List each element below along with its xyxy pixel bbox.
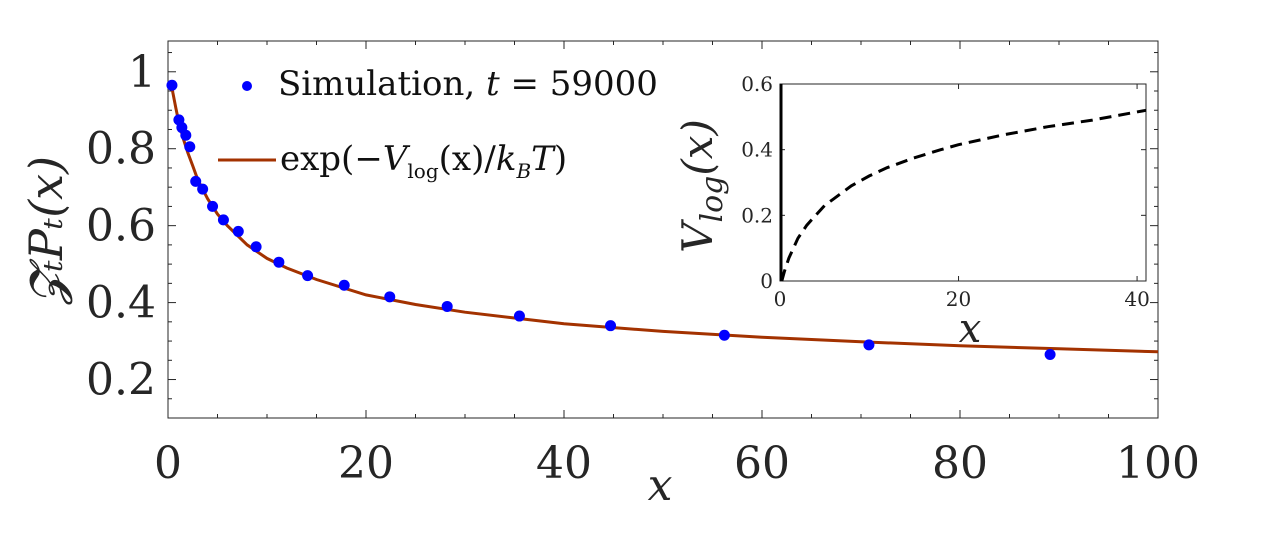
simulation-point: [718, 329, 730, 341]
simulation-point: [190, 175, 202, 187]
main-tick-labels: 0 20 40 60 80 100 0.2 0.4 0.6 0.8 1: [86, 47, 1200, 489]
x-tick-label: 20: [338, 438, 394, 489]
inset-plot-frame: [779, 83, 1147, 282]
x-tick-label: 60: [734, 438, 790, 489]
simulation-point: [605, 320, 617, 332]
simulation-point: [513, 310, 525, 322]
simulation-point: [217, 214, 229, 226]
legend: Simulation, t = 59000 exp(−Vlog(x)/kBT): [218, 64, 658, 183]
y-tick-label: 0.8: [86, 124, 156, 175]
x-tick-label: 80: [932, 438, 988, 489]
x-axis-label: x: [648, 460, 673, 511]
inset-potential-curve: [780, 108, 1147, 282]
inset-y-tick-label: 0.4: [741, 138, 773, 162]
legend-fit-label: exp(−Vlog(x)/kBT): [280, 139, 567, 183]
inset-tick-labels: 0 20 40 0 0.2 0.4 0.6: [741, 72, 1150, 311]
legend-simulation-marker: [242, 81, 252, 91]
simulation-point: [180, 129, 192, 141]
inset-curve-layer: [779, 84, 1147, 282]
inset-x-axis-label: x: [959, 306, 982, 352]
inset-x-tick-label: 0: [774, 287, 787, 311]
x-tick-label: 40: [536, 438, 592, 489]
simulation-point: [441, 300, 453, 312]
x-tick-label: 100: [1116, 438, 1200, 489]
simulation-point: [338, 279, 350, 291]
simulation-point: [232, 225, 244, 237]
main-ticks: [167, 41, 1159, 418]
inset-y-tick-label: 0.2: [741, 203, 773, 227]
legend-simulation-label: Simulation, t = 59000: [278, 64, 658, 104]
inset-y-tick-label: 0: [760, 269, 773, 293]
y-axis-label: 𝓩ₜPₜ(x): [19, 156, 73, 305]
simulation-point: [166, 79, 178, 91]
simulation-point: [384, 291, 396, 303]
simulation-points-layer: [166, 79, 1056, 361]
simulation-point: [273, 256, 285, 268]
simulation-point: [250, 241, 262, 253]
simulation-point: [197, 183, 209, 195]
y-tick-label: 1: [128, 47, 156, 98]
simulation-point: [1044, 349, 1056, 361]
y-tick-label: 0.6: [86, 201, 156, 252]
y-tick-label: 0.4: [86, 278, 156, 329]
simulation-point: [184, 141, 196, 153]
inset-x-tick-label: 20: [946, 287, 971, 311]
simulation-point: [302, 270, 314, 282]
y-tick-label: 0.2: [86, 355, 156, 406]
inset-y-tick-label: 0.6: [741, 72, 773, 96]
simulation-point: [863, 339, 875, 351]
inset-x-tick-label: 40: [1124, 287, 1149, 311]
x-tick-label: 0: [154, 438, 182, 489]
simulation-point: [207, 200, 219, 212]
inset-y-axis-label: Vlog(x): [673, 119, 730, 253]
